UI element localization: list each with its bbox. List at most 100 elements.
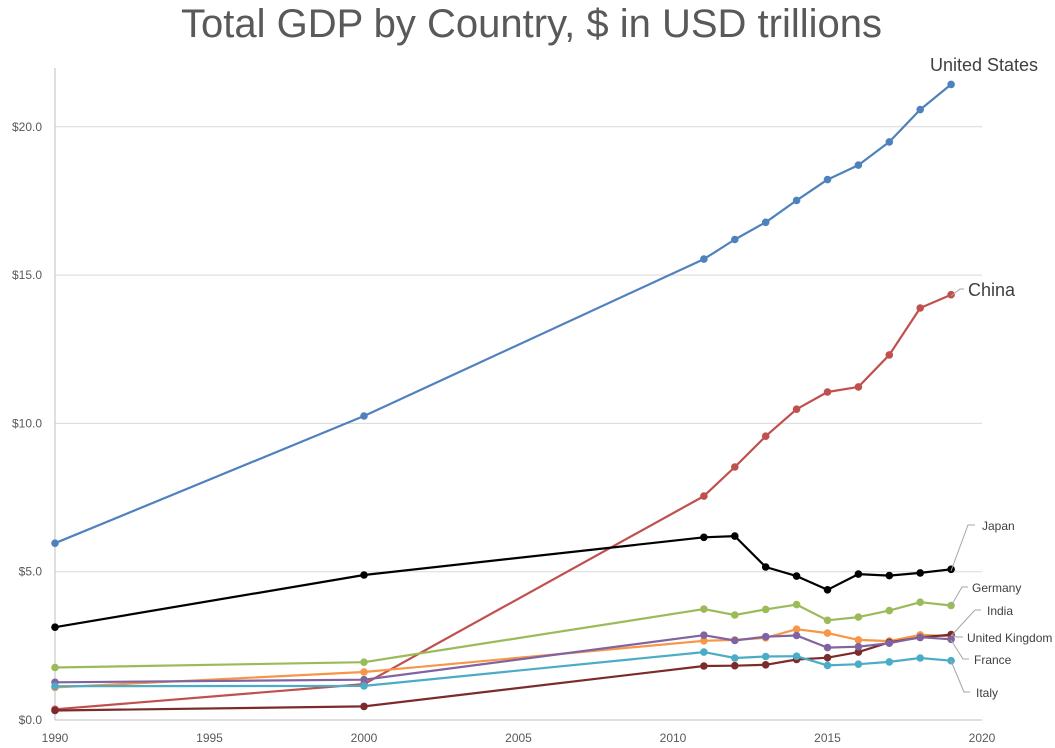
series-label-united-kingdom: United Kingdom <box>967 631 1052 645</box>
data-point <box>885 351 894 359</box>
x-tick-label: 2000 <box>351 731 378 745</box>
data-point <box>360 668 368 676</box>
data-point <box>792 572 801 580</box>
data-point <box>731 654 739 662</box>
x-tick-label: 1995 <box>196 731 223 745</box>
series-label-japan: Japan <box>982 519 1015 533</box>
data-point <box>916 105 924 114</box>
data-point <box>700 662 708 670</box>
data-point <box>823 616 832 625</box>
data-point <box>823 653 832 662</box>
data-point <box>823 175 832 184</box>
y-tick-label: $5.0 <box>19 565 43 579</box>
y-tick-label: $15.0 <box>12 268 42 282</box>
label-leader-line <box>950 639 969 660</box>
axes: $0.0 $5.0 $10.0 $15.0 $20.0 1990 1995 2000 2005 2… <box>12 68 996 745</box>
y-tick-label: $10.0 <box>12 416 42 430</box>
data-point <box>823 661 832 670</box>
data-point <box>885 639 894 647</box>
data-point <box>947 635 955 644</box>
series-label-china: China <box>968 280 1016 300</box>
label-leader-line <box>950 524 975 572</box>
data-point <box>854 642 863 651</box>
data-point <box>360 571 368 579</box>
data-point <box>700 492 708 500</box>
data-point <box>761 632 770 641</box>
data-point <box>885 658 894 666</box>
x-tick-label: 1990 <box>42 731 69 745</box>
data-point <box>947 80 955 89</box>
data-point <box>823 629 832 637</box>
data-point <box>823 388 832 396</box>
data-point <box>51 682 59 690</box>
data-point <box>700 605 708 613</box>
data-point <box>792 625 801 633</box>
data-point <box>854 613 863 621</box>
data-point <box>360 682 368 690</box>
x-tick-label: 2005 <box>505 731 532 745</box>
data-point <box>700 631 708 639</box>
data-point <box>731 532 739 540</box>
data-point <box>360 412 368 420</box>
data-point <box>916 304 924 312</box>
data-point <box>761 563 770 571</box>
chart-title: Total GDP by Country, $ in USD trillions <box>181 2 882 46</box>
data-point <box>360 702 368 711</box>
data-point <box>51 706 59 715</box>
data-point <box>51 623 59 631</box>
data-point <box>885 606 894 615</box>
data-point <box>700 648 708 656</box>
data-point <box>761 432 770 441</box>
grid-lines <box>55 126 982 573</box>
data-point <box>51 539 59 547</box>
data-point <box>854 383 863 391</box>
data-point <box>885 571 894 580</box>
data-point <box>51 663 59 672</box>
data-point <box>360 658 368 666</box>
data-point <box>761 218 770 227</box>
data-point <box>700 637 708 645</box>
data-point <box>947 290 955 299</box>
data-point <box>731 235 739 244</box>
data-point <box>916 598 924 606</box>
data-point <box>916 633 924 641</box>
series-label-france: France <box>974 653 1012 667</box>
data-point <box>700 533 708 542</box>
data-point <box>792 196 801 205</box>
data-point <box>792 405 801 414</box>
data-point <box>823 643 832 652</box>
x-tick-label: 2010 <box>660 731 687 745</box>
data-point <box>731 661 739 670</box>
series-label-united-states: United States <box>930 55 1038 75</box>
data-point <box>885 138 894 146</box>
series-lines <box>51 80 955 715</box>
data-point <box>792 652 801 660</box>
series-label-india: India <box>987 604 1013 618</box>
data-point <box>761 605 770 614</box>
data-point <box>854 648 863 656</box>
label-leader-line <box>950 634 963 638</box>
data-point <box>792 600 801 609</box>
data-point <box>916 654 924 662</box>
label-leader-line <box>950 288 964 297</box>
series-label-italy: Italy <box>976 686 998 700</box>
x-tick-label: 2015 <box>814 731 841 745</box>
data-point <box>731 611 739 619</box>
label-leader-line <box>950 609 981 637</box>
data-point <box>700 255 708 263</box>
data-point <box>731 636 739 645</box>
data-point <box>947 656 955 665</box>
series-label-germany: Germany <box>972 581 1021 595</box>
series-labels: United States China Japan Germany India Unite… <box>930 55 1052 700</box>
data-point <box>854 161 863 169</box>
x-tick-label: 2020 <box>969 731 996 745</box>
series-line-china <box>54 293 952 711</box>
label-leader-line <box>950 660 970 693</box>
data-point <box>731 463 739 471</box>
data-point <box>854 660 863 668</box>
data-point <box>360 675 368 684</box>
data-point <box>916 569 924 577</box>
series-line-united-states <box>54 83 952 545</box>
y-tick-label: $0.0 <box>19 713 43 727</box>
data-point <box>792 631 801 640</box>
